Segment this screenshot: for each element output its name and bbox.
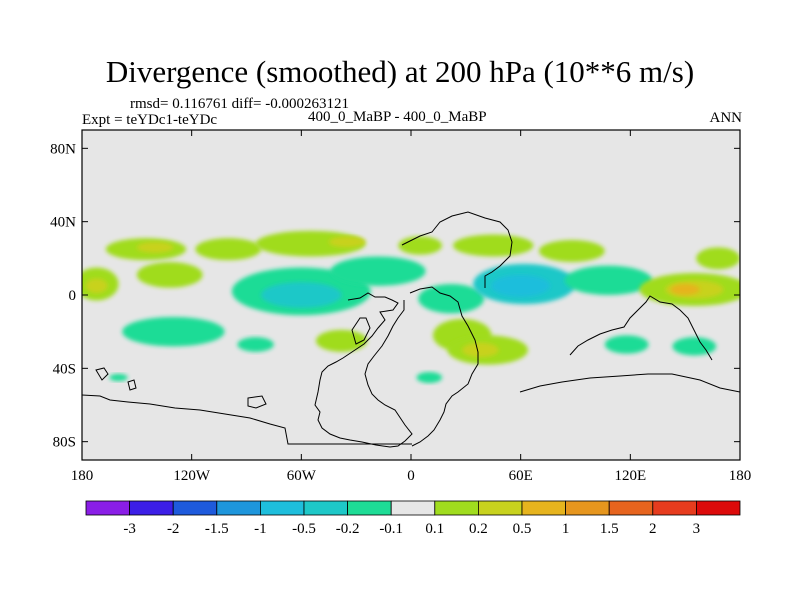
coastline <box>82 211 740 448</box>
colorbar-box-6 <box>347 500 392 516</box>
contour-region-23 <box>237 337 274 352</box>
contour-region-6 <box>453 234 534 257</box>
coastline-america <box>314 292 413 448</box>
season-label: ANN <box>709 110 743 126</box>
colorbar-box-4 <box>259 500 305 516</box>
colorbar-box-11 <box>565 500 610 516</box>
coastline-africa <box>409 286 479 447</box>
coastline-island-2 <box>247 395 267 409</box>
contour-region-17 <box>491 274 550 297</box>
colorbar-box-5 <box>303 500 348 516</box>
colorbar-box-9 <box>477 500 523 516</box>
colorbar-box-1 <box>129 500 174 516</box>
colorbar-box-0 <box>85 500 130 516</box>
colorbar-box-13 <box>652 500 697 516</box>
contour-region-1 <box>136 241 174 253</box>
colorbar-box-10 <box>521 500 566 516</box>
stats-label: rmsd= 0.116761 diff= -0.000263121 <box>130 96 349 112</box>
y-tick-label-0: 80N <box>50 141 76 157</box>
x-tick-label-6: 180 <box>729 468 752 484</box>
contour-region-14 <box>330 256 426 286</box>
colorbar-label-11: 1.5 <box>600 521 619 537</box>
chart-title: Divergence (smoothed) at 200 hPa (10**6 … <box>105 54 695 89</box>
contour-region-27 <box>462 342 499 358</box>
colorbar-label-2: -1.5 <box>205 521 229 537</box>
colorbar-label-5: -0.2 <box>336 521 360 537</box>
coastline-pacific-islands <box>569 295 713 361</box>
y-tick-label-2: 0 <box>69 288 77 304</box>
colorbar-label-9: 0.5 <box>513 521 532 537</box>
x-tick-label-1: 120W <box>173 468 211 484</box>
contour-region-18 <box>564 265 653 296</box>
contour-region-5 <box>398 236 443 255</box>
x-tick-label-2: 60W <box>287 468 317 484</box>
contour-region-30 <box>416 372 443 383</box>
colorbar-label-6: -0.1 <box>379 521 403 537</box>
coastline-southern <box>519 373 740 393</box>
coastline-antarctic <box>82 394 412 445</box>
contour-region-31 <box>109 373 128 382</box>
contour-region-15 <box>418 284 485 314</box>
colorbar-box-3 <box>216 500 261 516</box>
contour-region-8 <box>696 247 740 270</box>
coastline-island <box>127 379 137 391</box>
coastline-south-america-tip <box>95 367 109 381</box>
y-tick-label-3: 40S <box>53 361 76 377</box>
contour-region-29 <box>672 337 717 356</box>
colorbar-label-13: 3 <box>693 521 701 537</box>
x-tick-label-0: 180 <box>71 468 94 484</box>
contour-region-28 <box>604 335 649 354</box>
colorbar-box-2 <box>172 500 218 516</box>
x-tick-label-3: 0 <box>407 468 415 484</box>
x-tick-label-4: 60E <box>509 468 533 484</box>
x-tick-label-5: 120E <box>614 468 646 484</box>
colorbar-label-8: 0.2 <box>469 521 488 537</box>
colorbar-box-8 <box>434 500 479 516</box>
contour-region-13 <box>261 282 342 308</box>
cases-label: 400_0_MaBP - 400_0_MaBP <box>308 109 487 125</box>
colorbar-label-0: -3 <box>123 521 136 537</box>
contour-region-24 <box>315 329 368 352</box>
colorbar-box-12 <box>608 500 654 516</box>
experiment-label: Expt = teYDc1-teYDc <box>82 112 218 128</box>
colorbar-box-14 <box>696 500 741 516</box>
axes: 180 120W 60W 0 60E 120E 180 80N 40N 0 40S 80S <box>50 130 751 484</box>
colorbar-label-4: -0.5 <box>292 521 316 537</box>
colorbar: -3 -2 -1.5 -1 -0.5 -0.2 -0.1 0.1 0.2 0.5 1 1.5 2 3 <box>85 500 741 537</box>
contour-region-10 <box>85 278 108 294</box>
contour-region-21 <box>670 284 700 295</box>
y-tick-label-1: 40N <box>50 215 76 231</box>
colorbar-box-7 <box>390 500 436 516</box>
contour-fields <box>82 230 740 383</box>
plot-background <box>82 130 740 460</box>
colorbar-label-12: 2 <box>649 521 657 537</box>
contour-region-4 <box>328 236 366 248</box>
contour-region-2 <box>195 238 262 261</box>
y-tick-label-4: 80S <box>53 435 76 451</box>
coastline-eurasia <box>401 211 513 288</box>
coastline-central-america <box>351 317 371 345</box>
contour-region-11 <box>136 262 203 288</box>
colorbar-label-3: -1 <box>254 521 267 537</box>
contour-region-22 <box>122 317 225 347</box>
colorbar-label-10: 1 <box>562 521 570 537</box>
colorbar-label-1: -2 <box>167 521 180 537</box>
colorbar-label-7: 0.1 <box>425 521 444 537</box>
contour-region-7 <box>538 240 605 262</box>
